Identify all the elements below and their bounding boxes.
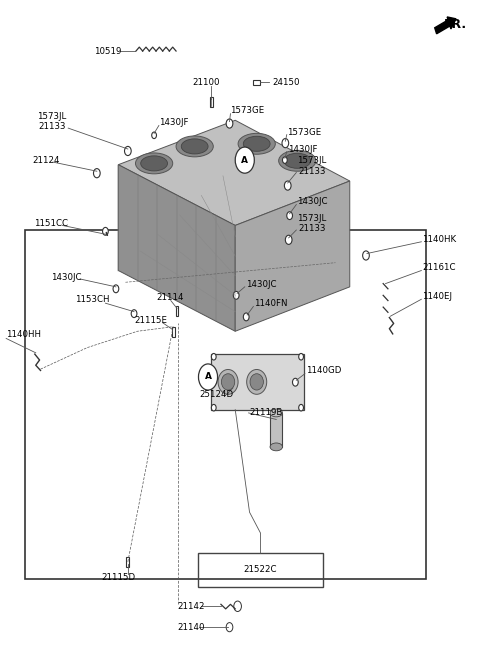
Text: 1151CC: 1151CC: [34, 219, 68, 228]
Text: 1573GE: 1573GE: [287, 127, 321, 136]
Circle shape: [124, 146, 131, 155]
Ellipse shape: [135, 153, 173, 174]
Bar: [25, 230, 426, 579]
Circle shape: [211, 354, 216, 360]
Circle shape: [131, 310, 137, 318]
Circle shape: [235, 147, 254, 173]
Ellipse shape: [279, 150, 316, 171]
Text: 10519: 10519: [95, 47, 122, 56]
Circle shape: [199, 364, 217, 390]
Text: 1573JL
21133: 1573JL 21133: [297, 156, 326, 176]
Text: 1430JC: 1430JC: [50, 272, 81, 281]
Text: 21114: 21114: [156, 293, 184, 302]
Text: 1430JC: 1430JC: [297, 197, 328, 207]
Circle shape: [211, 405, 216, 411]
Circle shape: [233, 291, 239, 299]
Circle shape: [287, 212, 292, 220]
Bar: [176, 306, 179, 316]
Text: 1153CH: 1153CH: [75, 295, 110, 304]
Text: 1140GD: 1140GD: [306, 366, 341, 375]
Circle shape: [226, 119, 233, 128]
Ellipse shape: [176, 136, 213, 157]
Text: FR.: FR.: [444, 18, 467, 31]
Text: 21115E: 21115E: [134, 316, 167, 325]
Ellipse shape: [238, 133, 276, 154]
Ellipse shape: [284, 154, 311, 169]
Text: 21142: 21142: [177, 602, 204, 611]
Polygon shape: [235, 181, 350, 331]
Text: 1140HK: 1140HK: [422, 236, 456, 244]
Ellipse shape: [221, 374, 235, 390]
Polygon shape: [118, 165, 235, 331]
Text: 1430JC: 1430JC: [246, 279, 276, 289]
Circle shape: [282, 138, 288, 148]
Text: 1573JL
21133: 1573JL 21133: [297, 214, 326, 233]
Ellipse shape: [243, 136, 270, 152]
Circle shape: [285, 236, 292, 245]
Ellipse shape: [181, 139, 208, 154]
Bar: [126, 557, 129, 567]
Text: 21115D: 21115D: [102, 573, 136, 582]
Bar: [172, 327, 175, 337]
Circle shape: [234, 601, 241, 611]
Ellipse shape: [247, 369, 267, 394]
Text: 21140: 21140: [177, 623, 204, 632]
Ellipse shape: [218, 369, 238, 394]
Bar: [253, 80, 260, 85]
Text: 21124: 21124: [33, 155, 60, 165]
Text: 25124D: 25124D: [199, 390, 234, 399]
Text: 1430JF: 1430JF: [159, 117, 188, 127]
Circle shape: [113, 285, 119, 293]
Ellipse shape: [141, 156, 168, 171]
Text: A: A: [204, 373, 212, 382]
Circle shape: [292, 379, 298, 386]
Text: 21119B: 21119B: [250, 409, 283, 417]
Circle shape: [299, 405, 303, 411]
Text: 1140HH: 1140HH: [6, 330, 41, 339]
Ellipse shape: [250, 374, 264, 390]
Bar: [210, 97, 213, 106]
Circle shape: [94, 169, 100, 178]
Bar: [211, 354, 304, 409]
Ellipse shape: [270, 409, 282, 417]
Bar: [199, 554, 323, 587]
Circle shape: [284, 181, 291, 190]
Circle shape: [103, 228, 108, 236]
Circle shape: [226, 623, 233, 632]
Bar: [270, 413, 282, 447]
Circle shape: [243, 313, 249, 321]
Text: 21161C: 21161C: [422, 264, 456, 272]
Text: 24150: 24150: [273, 78, 300, 87]
Circle shape: [282, 157, 287, 163]
Polygon shape: [118, 120, 350, 226]
Text: 1140FN: 1140FN: [254, 299, 288, 308]
Text: 1573JL
21133: 1573JL 21133: [37, 112, 66, 131]
Circle shape: [363, 251, 369, 260]
Text: 1430JF: 1430JF: [288, 144, 317, 154]
FancyArrow shape: [435, 17, 456, 34]
Text: 1573GE: 1573GE: [230, 106, 264, 115]
Ellipse shape: [270, 443, 282, 451]
Text: 21100: 21100: [192, 78, 220, 87]
Text: 21522C: 21522C: [244, 565, 277, 574]
Text: 1140EJ: 1140EJ: [422, 292, 452, 301]
Circle shape: [152, 132, 156, 138]
Circle shape: [299, 354, 303, 360]
Text: A: A: [241, 155, 248, 165]
